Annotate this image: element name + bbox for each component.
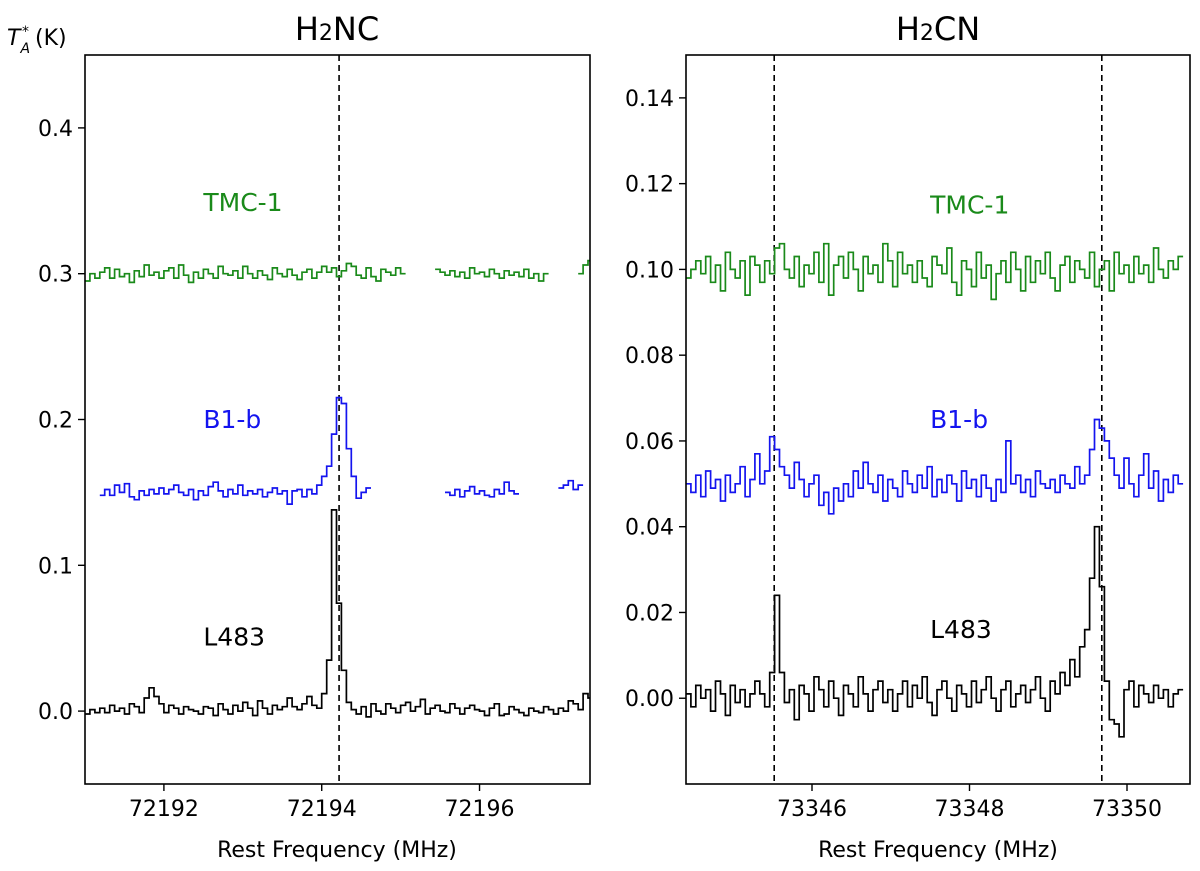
y-tick-label: 0.02 xyxy=(625,601,674,626)
series-trace-b1-b xyxy=(686,418,1184,515)
x-axis-label: Rest Frequency (MHz) xyxy=(818,838,1058,863)
y-tick-label: 0.1 xyxy=(38,554,73,579)
y-tick-label: 0.00 xyxy=(625,687,674,712)
series-label: B1-b xyxy=(930,405,988,434)
panel-title: H2NC xyxy=(295,10,379,48)
panel-h2nc: H2NC Rest Frequency (MHz) 0.0 0.1 0.2 0.3 0.… xyxy=(38,10,591,863)
x-axis-label: Rest Frequency (MHz) xyxy=(217,838,457,863)
panel-h2cn: H2CN Rest Frequency (MHz) 0.00 0.02 0.04 0.… xyxy=(625,10,1191,863)
series-trace-b1-b xyxy=(99,396,584,505)
y-tick-label: 0.0 xyxy=(38,700,73,725)
x-tick-label: 72194 xyxy=(287,797,357,822)
series-label: TMC-1 xyxy=(202,188,282,217)
plot-frame xyxy=(84,54,591,785)
y-tick-label: 0.04 xyxy=(625,516,674,541)
series-label: L483 xyxy=(930,615,992,644)
x-tick-label: 73346 xyxy=(777,797,847,822)
y-tick-label: 0.2 xyxy=(38,409,73,434)
series-trace-l483 xyxy=(85,509,590,718)
series-label: B1-b xyxy=(203,405,261,434)
x-tick-label: 72196 xyxy=(445,797,515,822)
series-label: L483 xyxy=(203,622,265,651)
x-tick-label: 73348 xyxy=(935,797,1005,822)
x-tick-label: 73350 xyxy=(1092,797,1162,822)
series-trace-l483 xyxy=(686,525,1184,738)
y-tick-label: 0.3 xyxy=(38,263,73,288)
series-label: TMC-1 xyxy=(929,191,1009,220)
y-unit-label: TA* (K) xyxy=(7,24,67,57)
y-tick-label: 0.4 xyxy=(38,117,73,142)
y-tick-label: 0.14 xyxy=(625,87,674,112)
y-tick-label: 0.08 xyxy=(625,344,674,369)
series-trace-tmc-1 xyxy=(85,259,590,284)
y-tick-label: 0.12 xyxy=(625,173,674,198)
y-tick-label: 0.10 xyxy=(625,258,674,283)
plot-frame xyxy=(685,54,1191,785)
panel-title: H2CN xyxy=(896,10,980,48)
x-tick-label: 72192 xyxy=(129,797,199,822)
y-tick-label: 0.06 xyxy=(625,430,674,455)
series-trace-tmc-1 xyxy=(686,242,1184,301)
